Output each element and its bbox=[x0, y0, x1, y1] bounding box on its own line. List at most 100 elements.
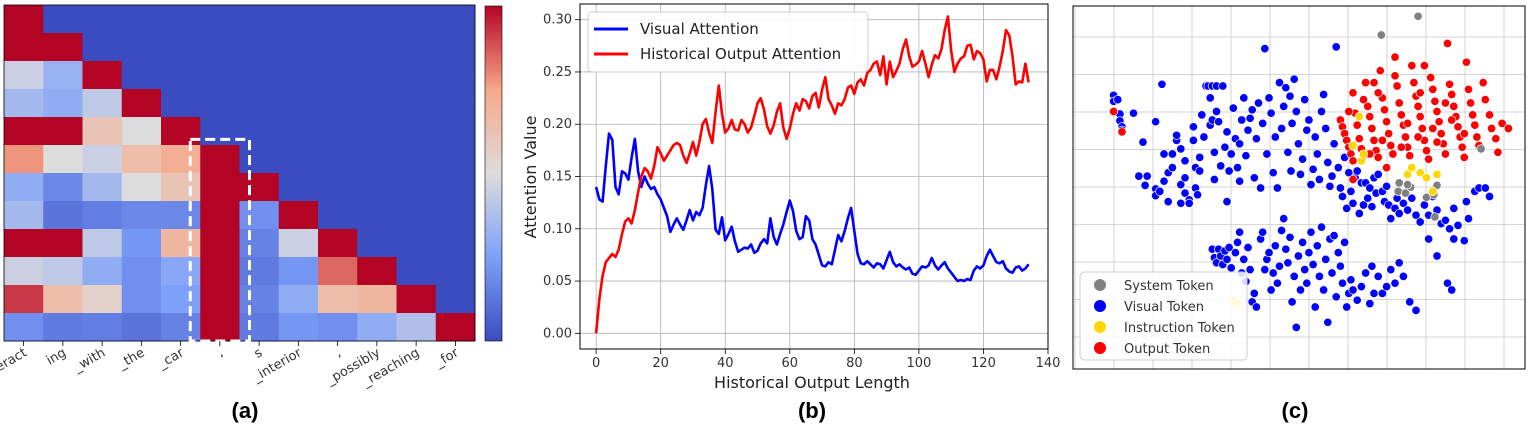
y-tick-label: 0.15 bbox=[543, 170, 572, 185]
output-token-point bbox=[1413, 101, 1423, 111]
heatmap-cell bbox=[4, 117, 44, 146]
output-token-point bbox=[1400, 132, 1411, 142]
heatmap-cell bbox=[318, 61, 358, 90]
output-token-point bbox=[1497, 118, 1507, 128]
heatmap-cell bbox=[278, 285, 319, 314]
visual-token-point bbox=[1419, 200, 1429, 210]
visual-token-point bbox=[1365, 299, 1375, 309]
visual-token-point bbox=[1304, 248, 1314, 258]
heatmap-cell bbox=[396, 173, 437, 202]
visual-token-point bbox=[1447, 285, 1457, 295]
heatmap-cell bbox=[121, 61, 162, 90]
visual-token-point bbox=[1306, 227, 1316, 237]
output-token-point bbox=[1428, 123, 1438, 134]
visual-token-point bbox=[1283, 258, 1293, 268]
heatmap-cell bbox=[4, 285, 44, 314]
visual-token-point bbox=[1262, 149, 1272, 159]
output-token-point bbox=[1396, 110, 1406, 120]
heatmap-cell bbox=[318, 145, 358, 174]
heatmap-cell bbox=[278, 5, 319, 34]
visual-token-point bbox=[1319, 285, 1329, 295]
output-token-point bbox=[1382, 117, 1392, 127]
legend-dot-visual-token bbox=[1094, 300, 1106, 312]
visual-token-point bbox=[1134, 171, 1144, 181]
y-tick-label: 0.05 bbox=[543, 274, 572, 289]
visual-token-point bbox=[1209, 174, 1219, 185]
visual-token-point bbox=[1398, 198, 1408, 208]
visual-token-point bbox=[1316, 222, 1327, 232]
heatmap-cell bbox=[121, 285, 162, 314]
visual-token-point bbox=[1249, 288, 1259, 298]
heatmap-cell bbox=[82, 313, 123, 342]
visual-token-point bbox=[1277, 123, 1287, 134]
heatmap-cell bbox=[396, 145, 437, 174]
heatmap-cell bbox=[200, 89, 240, 118]
visual-token-point bbox=[1260, 265, 1270, 275]
output-token-point bbox=[1403, 118, 1413, 128]
visual-token-point bbox=[1167, 163, 1177, 173]
visual-token-point bbox=[1222, 197, 1232, 207]
heatmap-cell bbox=[161, 145, 201, 174]
visual-token-point bbox=[1138, 137, 1148, 147]
visual-token-point bbox=[1209, 147, 1219, 157]
heatmap-cell bbox=[278, 145, 319, 174]
instruction-token-point bbox=[1407, 163, 1417, 173]
heatmap-cell bbox=[200, 145, 240, 174]
heatmap-cell bbox=[4, 5, 44, 34]
panel-label-c: (c) bbox=[1282, 398, 1309, 423]
visual-token-point bbox=[1300, 265, 1310, 275]
visual-token-point bbox=[1291, 322, 1301, 332]
heatmap-cell bbox=[4, 89, 44, 118]
heatmap-cell bbox=[318, 229, 358, 258]
visual-token-point bbox=[1205, 93, 1215, 103]
y-tick-label: 0.25 bbox=[543, 65, 572, 80]
heatmap-cell bbox=[200, 257, 240, 286]
heatmap-cell bbox=[161, 285, 201, 314]
visual-token-point bbox=[1157, 79, 1167, 89]
heatmap-cell bbox=[43, 313, 83, 342]
visual-token-point bbox=[1354, 208, 1364, 219]
legend-label-output-token: Output Token bbox=[1124, 342, 1210, 357]
x-tick-label: 120 bbox=[971, 356, 996, 371]
visual-token-point bbox=[1386, 214, 1396, 224]
heatmap-cell bbox=[82, 33, 123, 62]
visual-token-point bbox=[1251, 134, 1261, 144]
heatmap-x-tick-label: _interact bbox=[0, 345, 30, 387]
heatmap-cell bbox=[43, 201, 83, 230]
visual-token-point bbox=[1180, 156, 1190, 166]
heatmap-cell bbox=[161, 61, 201, 90]
heatmap-cell bbox=[4, 145, 44, 174]
visual-token-point bbox=[1295, 169, 1306, 179]
visual-token-point bbox=[1377, 288, 1387, 298]
heatmap-cell bbox=[435, 61, 476, 90]
heatmap-cell bbox=[278, 33, 319, 62]
heatmap-cell bbox=[357, 173, 397, 202]
visual-token-point bbox=[1314, 271, 1324, 281]
visual-token-point bbox=[1235, 139, 1245, 149]
instruction-token-point bbox=[1428, 186, 1438, 196]
heatmap-cell bbox=[239, 33, 280, 62]
visual-token-point bbox=[1176, 180, 1186, 190]
heatmap-cell bbox=[357, 5, 397, 34]
output-token-point bbox=[1348, 156, 1358, 166]
output-token-point bbox=[1392, 81, 1402, 91]
visual-token-point bbox=[1337, 278, 1348, 288]
panel-label-a: (a) bbox=[232, 398, 259, 423]
visual-token-point bbox=[1256, 183, 1266, 193]
visual-token-point bbox=[1394, 208, 1404, 219]
output-token-point bbox=[1409, 78, 1419, 88]
heatmap-cell bbox=[396, 285, 437, 314]
heatmap-cell bbox=[4, 173, 44, 202]
line-chart-ticks: 0 20 40 60 80 100 120 140 0.00 0.05 0.10 0.15 0.20 0.… bbox=[543, 13, 1060, 371]
heatmap-cell bbox=[43, 285, 83, 314]
output-token-point bbox=[1417, 123, 1427, 134]
output-token-point bbox=[1354, 134, 1364, 144]
heatmap-cell bbox=[318, 313, 358, 342]
heatmap-cell bbox=[43, 89, 83, 118]
visual-token-point bbox=[1442, 278, 1453, 288]
output-token-point bbox=[1373, 88, 1383, 98]
visual-token-point bbox=[1197, 110, 1207, 120]
visual-token-point bbox=[1363, 193, 1373, 203]
output-token-point bbox=[1413, 132, 1423, 142]
output-token-point bbox=[1407, 61, 1417, 71]
